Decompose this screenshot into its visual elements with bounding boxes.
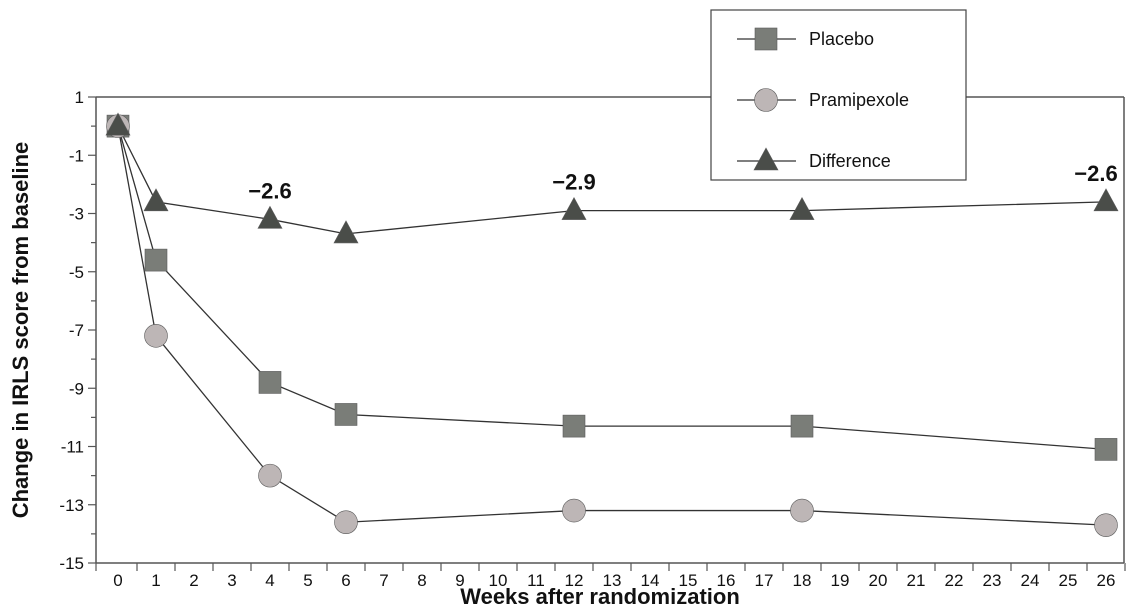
data-point-pramipexole	[334, 510, 358, 535]
x-tick-label: 11	[527, 571, 545, 590]
x-axis-ticks: 0 1 2 3 4 5 6 7 8 9 10 11 12 13 14 15 16 17 18 19 20 21 22 23 24…	[95, 563, 1126, 590]
data-point-placebo	[258, 371, 282, 394]
legend-marker-pramipexole	[754, 88, 778, 112]
x-tick-label: 15	[679, 571, 698, 590]
x-tick-label: 19	[831, 571, 850, 590]
x-tick-label: 13	[603, 571, 622, 590]
y-axis-ticks: 1 -1 -3 -5 -7 -9 -11 -13 -15	[59, 88, 96, 573]
y-axis-title: Change in IRLS score from baseline	[8, 142, 33, 519]
x-tick-label: 4	[265, 571, 274, 590]
annotations: −2.6 −2.9 −2.6	[248, 161, 1117, 203]
y-tick-label: 1	[75, 88, 84, 107]
legend-label: Pramipexole	[809, 90, 909, 110]
data-point-placebo	[144, 248, 168, 272]
data-point-difference	[561, 196, 587, 220]
data-point-pramipexole	[562, 498, 586, 523]
x-tick-label: 22	[945, 571, 964, 590]
x-tick-label: 24	[1021, 571, 1040, 590]
value-annotation: −2.6	[248, 178, 291, 203]
x-tick-label: 25	[1059, 571, 1078, 590]
legend-label: Placebo	[809, 29, 874, 49]
data-point-placebo	[334, 403, 358, 426]
legend-box	[710, 9, 967, 181]
data-point-difference	[333, 220, 359, 244]
plot-frame	[95, 96, 1125, 564]
y-tick-label: -15	[59, 554, 84, 573]
data-point-placebo	[562, 414, 586, 438]
data-point-placebo	[1094, 438, 1118, 461]
legend-label: Difference	[809, 151, 891, 171]
x-tick-label: 17	[755, 571, 774, 590]
x-tick-label: 26	[1097, 571, 1116, 590]
x-tick-label: 23	[983, 571, 1002, 590]
data-point-difference	[257, 205, 283, 229]
x-tick-label: 3	[227, 571, 236, 590]
x-tick-label: 1	[151, 571, 160, 590]
x-tick-label: 10	[489, 571, 508, 590]
series-layer	[105, 112, 1119, 537]
y-tick-label: -13	[59, 496, 84, 515]
data-point-pramipexole	[790, 498, 814, 523]
legend-marker-difference	[753, 147, 779, 171]
x-tick-label: 16	[717, 571, 736, 590]
y-tick-label: -5	[69, 263, 84, 282]
data-point-difference	[789, 196, 815, 220]
data-point-pramipexole	[1094, 513, 1118, 537]
data-point-difference	[105, 112, 131, 136]
y-tick-label: -3	[69, 205, 84, 224]
data-point-difference	[143, 188, 169, 212]
x-tick-label: 5	[303, 571, 312, 590]
x-tick-label: 9	[455, 571, 464, 590]
x-tick-label: 8	[417, 571, 426, 590]
x-tick-label: 18	[793, 571, 812, 590]
x-tick-label: 6	[341, 571, 350, 590]
x-tick-label: 21	[907, 571, 926, 590]
x-tick-label: 14	[641, 571, 660, 590]
x-tick-label: 12	[565, 571, 584, 590]
x-tick-label: 7	[379, 571, 388, 590]
value-annotation: −2.9	[552, 170, 595, 195]
data-point-difference	[1093, 188, 1119, 212]
x-tick-label: 20	[869, 571, 888, 590]
legend: Placebo Pramipexole Difference	[710, 9, 967, 181]
y-tick-label: -1	[69, 146, 84, 165]
data-point-pramipexole	[258, 463, 282, 488]
value-annotation: −2.6	[1074, 161, 1117, 186]
legend-marker-placebo	[754, 27, 778, 51]
data-point-pramipexole	[144, 324, 168, 348]
y-tick-label: -9	[69, 379, 84, 398]
x-tick-label: 2	[189, 571, 198, 590]
x-tick-label: 0	[113, 571, 122, 590]
y-tick-label: -11	[61, 438, 84, 457]
x-axis-title: Weeks after randomization	[460, 584, 740, 609]
data-point-placebo	[790, 414, 814, 438]
y-tick-label: -7	[69, 321, 84, 340]
